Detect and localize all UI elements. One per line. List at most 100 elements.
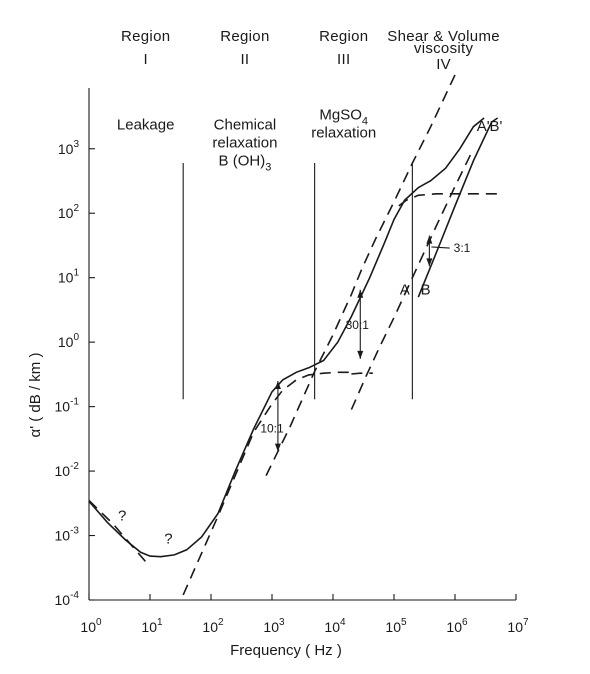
y-tick-label: 10-1	[55, 397, 80, 415]
x-axis-label: Frequency ( Hz )	[230, 642, 342, 659]
ratio-label: 10:1	[260, 421, 284, 435]
x-tick-label-base: 10	[385, 619, 401, 635]
x-tick-label-base: 10	[263, 619, 279, 635]
ratio-leader-line	[431, 246, 450, 249]
solid-curve-7	[417, 117, 499, 298]
annotation-labelA2: A'	[477, 118, 490, 135]
x-tick-label: 106	[446, 617, 468, 635]
y-tick-label-base: 10	[55, 528, 71, 544]
axis-ticks: 100 101 102 103 104 105 106 10710-410-310-210-1…	[55, 139, 529, 635]
y-tick-label-exp: 1	[73, 268, 79, 279]
y-tick-label-exp: -3	[70, 526, 79, 537]
y-tick-label-exp: -2	[70, 461, 79, 472]
y-tick-label-base: 10	[55, 463, 71, 479]
ratio-markers: 10:1 30:1 3:1	[260, 235, 471, 452]
x-tick-label-base: 10	[141, 619, 157, 635]
x-tick-label-exp: 6	[462, 617, 468, 628]
annotation-q1: ?	[118, 508, 126, 525]
annotation-boric-formula: B (OH)3	[219, 152, 272, 173]
y-tick-label-base: 10	[58, 141, 74, 157]
x-tick-label-base: 10	[80, 619, 96, 635]
arrow-up-icon	[426, 235, 433, 244]
ratio-label: 3:1	[454, 241, 471, 255]
x-tick-label-exp: 0	[96, 617, 102, 628]
x-tick-label-exp: 5	[401, 617, 407, 628]
arrow-down-icon	[357, 350, 364, 359]
dashed-curve-4	[351, 372, 373, 375]
arrow-down-icon	[274, 443, 281, 452]
x-tick-label: 101	[141, 617, 163, 635]
plot-frame	[88, 88, 516, 601]
x-tick-label: 104	[324, 617, 346, 635]
x-tick-label: 102	[202, 617, 224, 635]
x-tick-label: 107	[507, 617, 529, 635]
region-boundaries	[182, 163, 413, 400]
annotation-leakage: Leakage	[117, 116, 175, 133]
y-tick-label: 102	[58, 203, 80, 221]
x-tick-label-base: 10	[202, 619, 218, 635]
annotation-labelB2: B'	[490, 118, 503, 135]
y-tick-label: 103	[58, 139, 80, 157]
region-number: IV	[436, 56, 451, 73]
x-tick-label-exp: 4	[340, 617, 346, 628]
x-tick-label-exp: 2	[218, 617, 224, 628]
x-tick-label-base: 10	[446, 619, 462, 635]
x-tick-label-exp: 3	[279, 617, 285, 628]
y-tick-label: 100	[58, 332, 80, 350]
annotation-q2: ?	[164, 531, 172, 548]
annotation-mgso4: relaxation	[311, 124, 376, 141]
y-tick-label: 10-4	[55, 590, 80, 608]
y-tick-label-exp: -4	[70, 590, 79, 601]
region-subtitle: viscosity	[414, 40, 474, 57]
region-title: Region	[220, 28, 269, 45]
dashed-curve-1	[88, 499, 151, 568]
solid-curve-0	[88, 117, 485, 558]
x-tick-label-exp: 1	[157, 617, 163, 628]
y-tick-label-base: 10	[58, 334, 74, 350]
x-tick-label-base: 10	[507, 619, 523, 635]
region-title: Shear & Volume	[387, 28, 500, 45]
arrow-up-icon	[274, 380, 281, 389]
dashed-curve-3	[265, 74, 456, 476]
x-tick-label: 100	[80, 617, 102, 635]
formula-main: B (OH)	[219, 152, 266, 169]
y-tick-label-base: 10	[55, 399, 71, 415]
y-tick-label: 101	[58, 268, 80, 286]
y-tick-label-exp: 2	[73, 203, 79, 214]
x-tick-label-base: 10	[324, 619, 340, 635]
y-tick-label: 10-2	[55, 461, 80, 479]
y-tick-label-exp: 0	[73, 332, 79, 343]
x-tick-label: 103	[263, 617, 285, 635]
region-number: III	[337, 51, 350, 68]
annotation-boric: Chemical	[214, 116, 277, 133]
region-title: Region	[121, 28, 170, 45]
annotation-boric: relaxation	[212, 134, 277, 151]
arrow-down-icon	[426, 258, 433, 267]
y-tick-label-base: 10	[58, 270, 74, 286]
y-tick-label-base: 10	[55, 592, 71, 608]
formula-main: MgSO	[319, 106, 362, 123]
region-number: I	[143, 51, 147, 68]
dashed-curve-2	[182, 371, 352, 596]
x-tick-label: 105	[385, 617, 407, 635]
formula-subscript: 4	[362, 115, 368, 127]
x-tick-label-exp: 7	[523, 617, 529, 628]
region-number: II	[240, 51, 249, 68]
arrow-up-icon	[357, 289, 364, 298]
region-title: Region	[319, 28, 368, 45]
y-tick-label-base: 10	[58, 205, 74, 221]
region-headers: Region I Region II Region III Shear & Volumevi…	[121, 28, 500, 73]
annotation-labelB: B	[421, 281, 431, 298]
ratio-label: 30:1	[346, 318, 370, 332]
y-tick-label: 10-3	[55, 526, 80, 544]
annotation-mgso4-formula: MgSO4	[319, 106, 368, 127]
y-axis-label: α' ( dB / km )	[27, 353, 44, 438]
data-series	[88, 74, 503, 596]
formula-subscript: 3	[265, 161, 271, 173]
annotation-labelA: A	[400, 281, 410, 298]
y-tick-label-exp: 3	[73, 139, 79, 150]
y-tick-label-exp: -1	[70, 397, 79, 408]
